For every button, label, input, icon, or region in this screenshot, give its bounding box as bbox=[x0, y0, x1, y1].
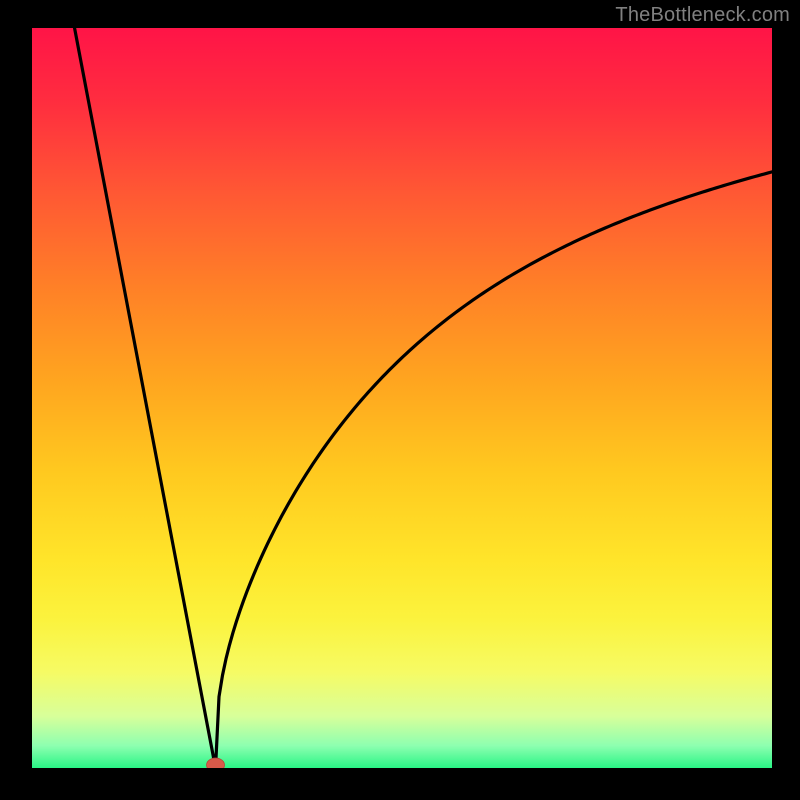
chart-frame: TheBottleneck.com bbox=[0, 0, 800, 800]
gradient-background bbox=[32, 28, 772, 768]
watermark-label: TheBottleneck.com bbox=[615, 4, 790, 27]
bottleneck-curve-chart bbox=[32, 28, 772, 768]
plot-area bbox=[32, 28, 772, 768]
